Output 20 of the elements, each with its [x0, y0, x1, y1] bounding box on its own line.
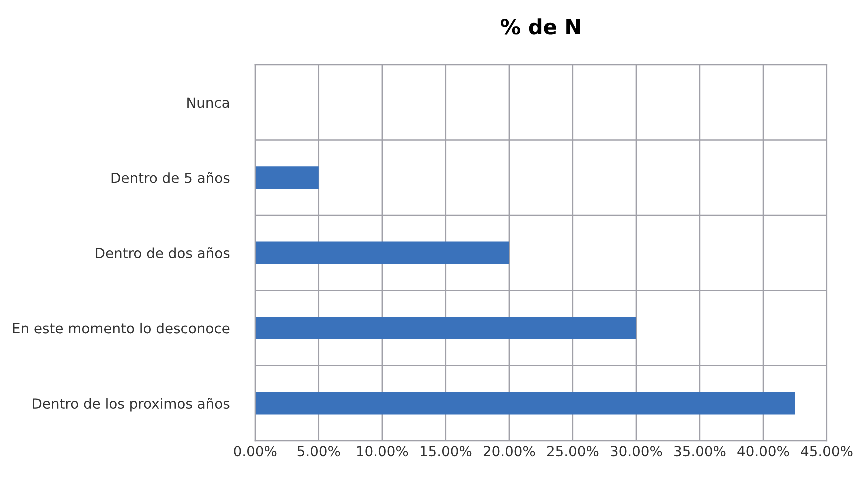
x-tick-label: 40.00% [738, 446, 790, 457]
x-tick-label: 20.00% [484, 446, 536, 457]
bar [255, 242, 510, 264]
chart-title: % de N [500, 18, 580, 35]
bar [255, 166, 319, 190]
y-tick-label: Dentro de 5 años [112, 172, 230, 184]
y-tick-label: Nunca [188, 98, 230, 108]
x-tick-label: 5.00% [298, 446, 340, 457]
x-tick-label: 25.00% [547, 446, 599, 457]
x-tick-label: 45.00% [801, 446, 853, 457]
bar [255, 316, 636, 340]
y-tick-label: En este momento lo desconoce [13, 322, 230, 334]
y-tick-label: Dentro de los proximos años [33, 398, 230, 412]
x-tick-label: 30.00% [611, 446, 662, 457]
x-tick-label: 35.00% [674, 446, 726, 457]
y-tick-label: Dentro de dos años [96, 248, 230, 259]
x-tick-label: 10.00% [357, 446, 408, 457]
bar [255, 392, 796, 415]
x-tick-label: 0.00% [234, 446, 277, 457]
x-tick-label: 15.00% [420, 446, 472, 457]
